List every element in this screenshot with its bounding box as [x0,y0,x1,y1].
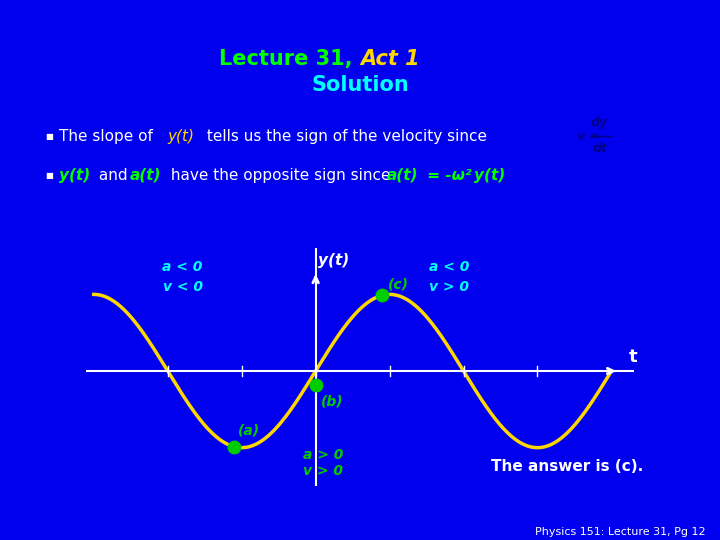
Text: Lecture 31,: Lecture 31, [220,49,360,69]
Text: v > 0: v > 0 [302,463,343,477]
Text: Act 1: Act 1 [360,49,420,69]
Text: ■: ■ [45,132,53,141]
Text: a(t): a(t) [130,168,161,183]
Text: tells us the sign of the velocity since: tells us the sign of the velocity since [202,129,487,144]
Text: Solution: Solution [311,75,409,96]
Text: = -ω²: = -ω² [422,168,477,183]
Text: v > 0: v > 0 [428,280,469,294]
Text: y(t): y(t) [318,253,350,267]
Text: Physics 151: Lecture 31, Pg 12: Physics 151: Lecture 31, Pg 12 [535,527,706,537]
Text: ■: ■ [45,171,53,180]
Text: and: and [94,168,132,183]
Text: dy: dy [590,116,607,129]
Text: t: t [629,348,638,366]
Text: v < 0: v < 0 [163,280,202,294]
Text: (b): (b) [321,394,344,408]
Text: The slope of: The slope of [59,129,158,144]
Text: have the opposite sign since: have the opposite sign since [166,168,395,183]
Text: y(t): y(t) [474,168,505,183]
Text: a > 0: a > 0 [302,448,343,462]
Text: y(t): y(t) [59,168,90,183]
Text: y(t): y(t) [168,129,195,144]
Text: a < 0: a < 0 [162,260,203,274]
Text: dt: dt [592,142,607,155]
Text: (c): (c) [388,278,409,292]
Text: v =: v = [577,130,600,143]
Text: The answer is (c).: The answer is (c). [491,460,643,474]
Text: a(t): a(t) [387,168,418,183]
Text: (a): (a) [238,423,260,437]
Text: a < 0: a < 0 [428,260,469,274]
